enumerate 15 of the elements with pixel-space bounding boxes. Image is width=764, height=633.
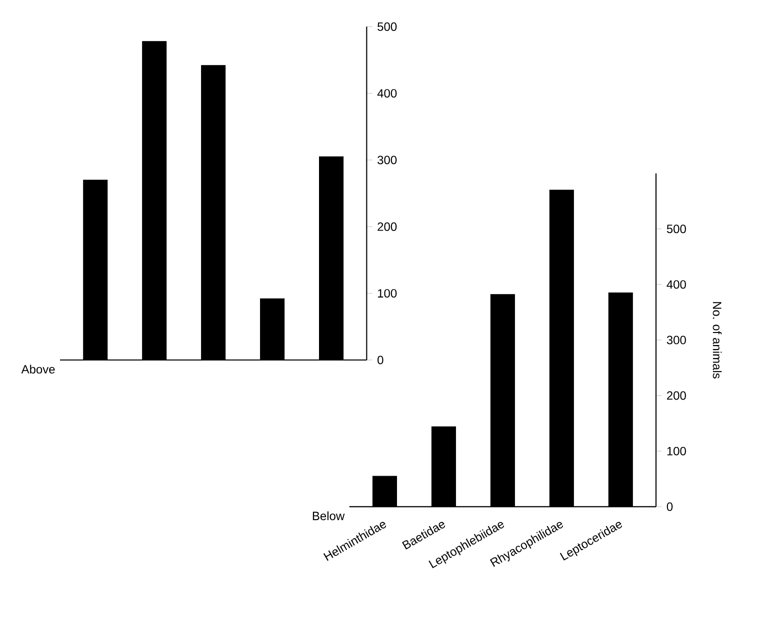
y-tick-label: 300 bbox=[666, 336, 686, 344]
y-tick-label: 0 bbox=[666, 502, 673, 511]
y-tick-label: 100 bbox=[378, 288, 397, 298]
y-tick-label: 400 bbox=[377, 88, 397, 98]
text: Above bbox=[21, 364, 55, 374]
y-tick-label: 0 bbox=[378, 356, 384, 364]
y-tick-label: 200 bbox=[667, 391, 686, 400]
y-tick-label: 400 bbox=[666, 280, 686, 289]
y-tick-label: 200 bbox=[378, 222, 397, 231]
text: Below bbox=[312, 511, 345, 520]
y-tick-label: 100 bbox=[667, 446, 686, 456]
y-tick-label: 300 bbox=[378, 156, 397, 164]
y-tick-label: 500 bbox=[378, 22, 397, 31]
y-tick-label: 500 bbox=[666, 224, 686, 233]
y-axis-title: No. of animals bbox=[712, 302, 722, 378]
